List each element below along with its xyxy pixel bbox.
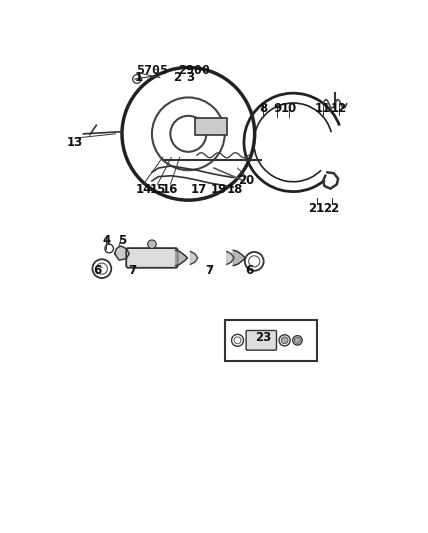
Text: 5705: 5705 bbox=[136, 64, 168, 77]
Polygon shape bbox=[115, 246, 129, 260]
Text: 7: 7 bbox=[205, 264, 213, 277]
Polygon shape bbox=[190, 252, 198, 264]
Text: 13: 13 bbox=[67, 136, 83, 149]
Text: 6: 6 bbox=[245, 264, 253, 277]
Text: 2900: 2900 bbox=[179, 64, 211, 77]
Text: 15: 15 bbox=[149, 183, 166, 196]
FancyBboxPatch shape bbox=[126, 248, 178, 268]
Circle shape bbox=[281, 337, 288, 344]
Text: 5: 5 bbox=[118, 235, 126, 247]
Circle shape bbox=[148, 240, 156, 248]
Text: 6: 6 bbox=[93, 264, 102, 277]
Text: 23: 23 bbox=[255, 330, 271, 344]
Circle shape bbox=[294, 337, 300, 343]
Polygon shape bbox=[233, 250, 245, 265]
Text: 4: 4 bbox=[102, 235, 110, 247]
Polygon shape bbox=[227, 252, 234, 264]
Bar bbox=[195, 118, 227, 135]
Polygon shape bbox=[175, 250, 187, 265]
Text: 1: 1 bbox=[135, 71, 143, 84]
Text: 3: 3 bbox=[187, 71, 194, 84]
Text: 19: 19 bbox=[211, 183, 227, 196]
Text: 17: 17 bbox=[191, 183, 207, 196]
Text: 16: 16 bbox=[162, 183, 178, 196]
Text: 11: 11 bbox=[315, 102, 331, 116]
Text: 21: 21 bbox=[309, 202, 325, 215]
Text: 7: 7 bbox=[129, 264, 137, 277]
Text: 14: 14 bbox=[135, 183, 152, 196]
Text: 2: 2 bbox=[174, 71, 181, 84]
Text: 18: 18 bbox=[226, 183, 243, 196]
FancyBboxPatch shape bbox=[246, 330, 276, 350]
Text: 8: 8 bbox=[259, 102, 268, 116]
Bar bbox=[225, 320, 317, 361]
Text: 22: 22 bbox=[324, 202, 340, 215]
Text: 10: 10 bbox=[281, 102, 297, 116]
Text: 9: 9 bbox=[273, 102, 282, 116]
Text: 20: 20 bbox=[238, 174, 254, 188]
Text: 12: 12 bbox=[331, 102, 347, 116]
